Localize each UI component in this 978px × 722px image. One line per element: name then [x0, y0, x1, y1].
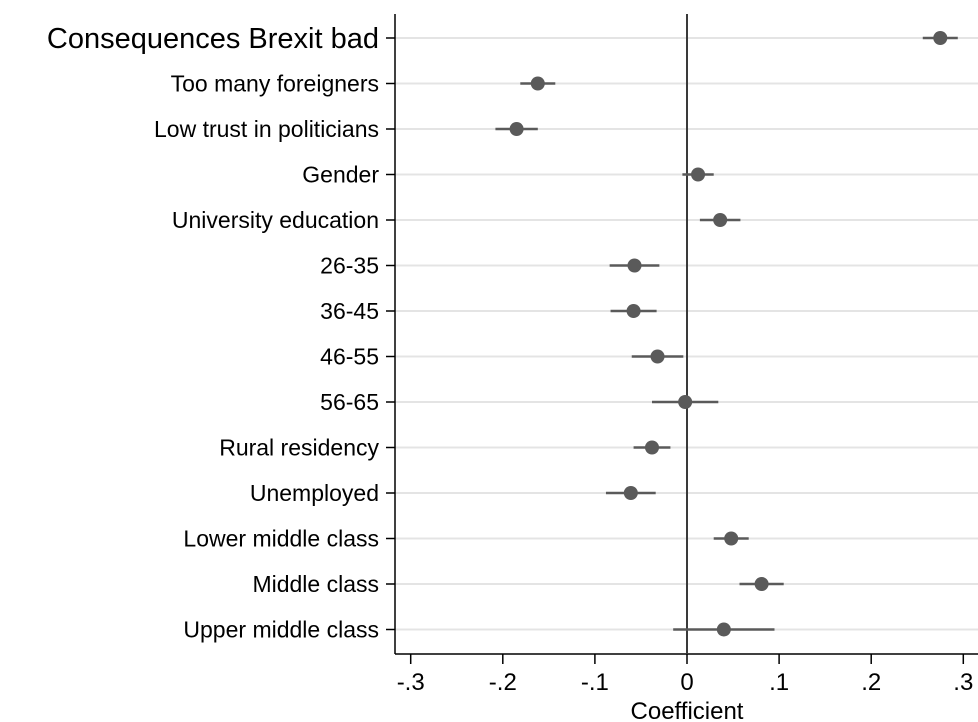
estimate-marker: [530, 76, 545, 91]
category-label: Gender: [302, 162, 379, 188]
estimate-marker: [933, 31, 948, 45]
estimate-marker: [713, 213, 728, 227]
category-label: Low trust in politicians: [154, 116, 379, 142]
category-label: 26-35: [320, 253, 379, 279]
category-label: Consequences Brexit bad: [47, 23, 379, 55]
x-tick-label: .1: [769, 669, 789, 696]
category-label: Middle class: [252, 571, 379, 597]
estimate-marker: [724, 531, 739, 546]
category-label: 36-45: [320, 298, 379, 324]
category-label: 46-55: [320, 344, 379, 370]
category-label: 56-65: [320, 389, 379, 415]
estimate-marker: [626, 304, 641, 318]
estimate-marker: [627, 258, 642, 273]
category-label: Unemployed: [250, 480, 379, 506]
category-label: University education: [172, 207, 379, 233]
category-label: Lower middle class: [183, 526, 379, 552]
estimate-marker: [716, 622, 731, 637]
estimate-marker: [623, 486, 638, 500]
category-label: Rural residency: [219, 435, 379, 461]
estimate-marker: [509, 122, 524, 136]
estimate-markers: [509, 31, 948, 637]
estimate-marker: [754, 577, 769, 591]
category-labels: Consequences Brexit bad Too many foreigne…: [47, 23, 380, 643]
x-tick-label: .3: [953, 669, 973, 696]
axes: -.3 -.2 -.1 0 .1 .2 .3: [386, 14, 978, 696]
category-label: Too many foreigners: [171, 71, 379, 97]
estimate-marker: [678, 395, 693, 409]
estimate-marker: [645, 440, 660, 455]
category-label: Upper middle class: [183, 617, 379, 643]
estimate-marker: [691, 167, 706, 182]
x-tick-label: .2: [861, 669, 881, 696]
estimate-marker: [650, 349, 665, 364]
x-axis-title: Coefficient: [631, 698, 744, 722]
x-tick-label: -.1: [581, 669, 609, 696]
x-tick-label: -.2: [489, 669, 517, 696]
x-tick-label: 0: [680, 669, 693, 696]
x-tick-label: -.3: [397, 669, 425, 696]
